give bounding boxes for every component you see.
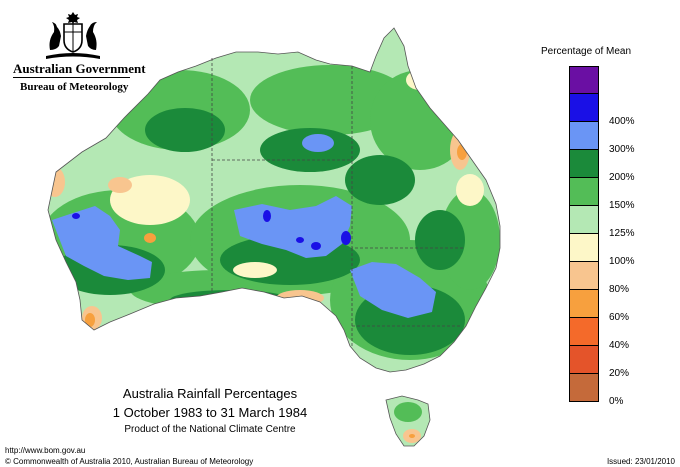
legend-swatch <box>569 206 599 234</box>
mainland-coastline <box>47 27 501 373</box>
government-name: Australian Government <box>13 61 146 76</box>
legend-label: 0% <box>609 396 624 407</box>
legend-label: 300% <box>609 144 635 155</box>
legend-swatch <box>569 374 599 402</box>
legend-swatch <box>569 290 599 318</box>
legend-label: 60% <box>609 312 630 323</box>
legend-label: 200% <box>609 172 635 183</box>
coat-of-arms-logo <box>46 12 100 59</box>
map-date-range: 1 October 1983 to 31 March 1984 <box>112 405 308 420</box>
zones-400 <box>72 210 351 250</box>
legend-label: 150% <box>609 200 635 211</box>
map-title: Australia Rainfall Percentages <box>122 386 298 401</box>
legend-swatch <box>569 94 599 122</box>
legend-swatch <box>569 150 599 178</box>
legend-swatch <box>569 262 599 290</box>
header-divider <box>13 77 130 78</box>
legend-label: 125% <box>609 228 635 239</box>
map-product-note: Product of the National Climate Centre <box>124 424 296 435</box>
bureau-name: Bureau of Meteorology <box>20 81 129 93</box>
legend-label: 40% <box>609 340 630 351</box>
legend-swatch <box>569 234 599 262</box>
footer-url: http://www.bom.gov.au <box>5 446 86 455</box>
legend-label: 400% <box>609 116 635 127</box>
legend-color-bar <box>569 66 599 402</box>
state-borders <box>211 58 464 346</box>
legend-swatch <box>569 122 599 150</box>
zones-300 <box>52 134 436 318</box>
legend-swatch <box>569 178 599 206</box>
legend-label: 20% <box>609 368 630 379</box>
legend-swatch <box>569 346 599 374</box>
footer-issued-date: Issued: 23/01/2010 <box>606 457 675 466</box>
legend-swatch <box>569 318 599 346</box>
legend-label: 80% <box>609 284 630 295</box>
footer-copyright: © Commonwealth of Australia 2010, Austra… <box>5 457 254 466</box>
legend-title: Percentage of Mean <box>541 46 632 57</box>
tasmania-coastline <box>385 395 431 447</box>
legend-label: 100% <box>609 256 635 267</box>
legend-swatch <box>569 66 599 94</box>
